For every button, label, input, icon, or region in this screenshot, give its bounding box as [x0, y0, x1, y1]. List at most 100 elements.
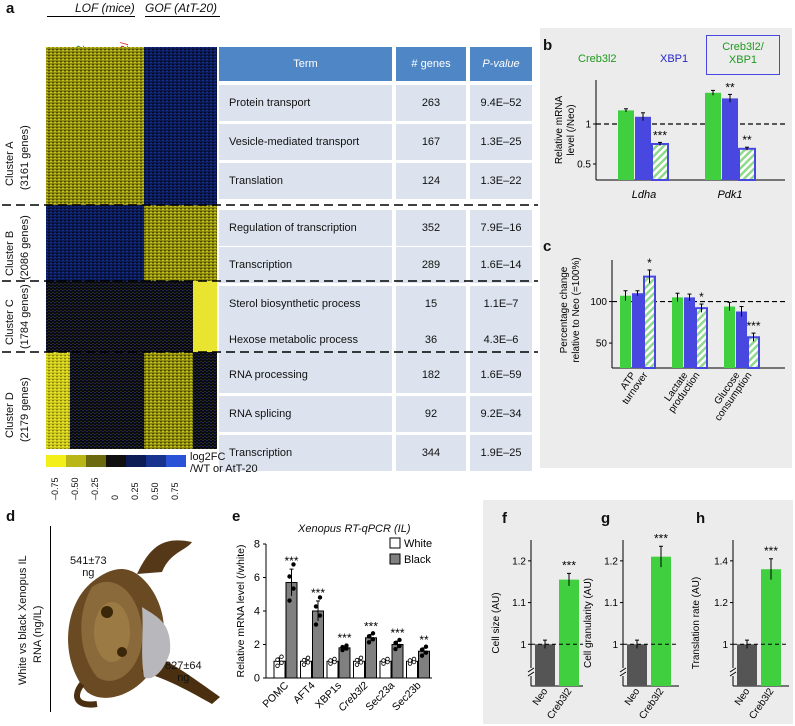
x-category-label: Creb3l2 [637, 686, 666, 721]
data-point [279, 654, 284, 659]
y-tick-label: 1.1 [512, 598, 526, 609]
bar [738, 147, 756, 182]
significance-marker: *** [364, 619, 378, 633]
bar [761, 569, 781, 686]
colorbar-tick-label: –0.50 [70, 477, 80, 500]
table-cell-pvalue: 1.6E–59 [470, 357, 532, 393]
significance-marker: *** [284, 554, 298, 568]
data-point [313, 622, 319, 627]
x-category-label: POMC [260, 679, 291, 710]
heatmap-block-a-gof [144, 47, 217, 205]
data-point [313, 604, 319, 609]
colorbar-swatch [46, 455, 66, 467]
table-cell-genes: 352 [396, 210, 466, 246]
y-tick-label: 1 [585, 120, 591, 131]
legend-b-xbp1: XBP1 [660, 53, 689, 65]
colorbar-swatch [66, 455, 86, 467]
bar [724, 306, 735, 368]
colorbar-swatch [166, 455, 186, 467]
bar [737, 644, 757, 686]
y-tick-label: 0.5 [577, 160, 591, 171]
bar [535, 644, 555, 686]
table-cell-genes: 124 [396, 163, 466, 199]
table-cell-term: Protein transport [219, 85, 392, 121]
y-tick-label: 1 [612, 640, 618, 651]
gof-header: GOF (AtT-20) [145, 1, 218, 15]
data-point [301, 662, 307, 667]
bar [632, 293, 643, 368]
colorbar-label: log2FC /WT or AtT-20 [190, 451, 258, 475]
panel-d-axis-line [50, 526, 51, 712]
table-cell-genes: 15 [396, 286, 466, 322]
lof-bracket [47, 16, 135, 17]
table-cell-term: Transcription [219, 247, 392, 283]
table-cell-genes: 182 [396, 357, 466, 393]
panel-f-label: f [502, 510, 507, 527]
bar [684, 297, 695, 368]
data-point [291, 586, 296, 591]
legend-swatch-black [389, 553, 401, 565]
bar [618, 110, 634, 180]
x-category-label: Sec23b [390, 680, 424, 714]
colorbar-tick-label: 0.75 [170, 482, 180, 500]
panel-e-label: e [232, 508, 241, 525]
significance-marker: *** [653, 128, 667, 142]
cluster-separators [2, 204, 538, 353]
y-axis-label: Translation rate (AU) [691, 577, 702, 669]
panel-d-ylabel-2: RNA (ng/IL) [32, 605, 44, 663]
xenopus-photo [52, 512, 224, 712]
y-tick-label: 4 [254, 606, 260, 618]
significance-marker: ** [419, 633, 429, 647]
y-tick-label: 6 [254, 572, 260, 584]
white-rna-value: 541±73 ng [70, 555, 107, 579]
table-header-term: Term [219, 47, 392, 81]
table-cell-term: Translation [219, 163, 392, 199]
data-point [354, 662, 360, 667]
bar [365, 637, 377, 679]
axis-break [729, 667, 737, 673]
heatmap-block-d-tpit [46, 352, 70, 449]
heatmap-block-d-lof [70, 352, 144, 449]
bar [635, 116, 651, 180]
data-point [305, 655, 311, 661]
bar [285, 582, 298, 679]
chart-e-title: Xenopus RT-qPCR (IL) [298, 523, 411, 535]
bar [736, 311, 747, 368]
y-tick-label: 1.2 [512, 556, 526, 567]
expression-heatmap [46, 47, 217, 449]
data-point [407, 658, 413, 663]
bar [695, 307, 708, 369]
axis-break [619, 667, 627, 673]
panel-fgh-background [483, 500, 793, 724]
table-cell-pvalue: 1.6E–14 [470, 247, 532, 283]
y-tick-label: 50 [596, 339, 608, 350]
y-tick-label: 1.4 [714, 556, 728, 567]
colorbar-tick-label: –0.75 [50, 477, 60, 500]
data-point [279, 660, 284, 665]
heatmap-block-d-double [193, 352, 217, 449]
data-point [393, 646, 398, 652]
data-point [354, 657, 360, 663]
bar [559, 579, 579, 686]
significance-marker: *** [562, 558, 576, 572]
data-point [423, 644, 429, 649]
y-axis-label-line: Percentage change [559, 266, 570, 353]
table-header-pvalue: P-value [470, 47, 532, 81]
table-cell-term: RNA processing [219, 357, 392, 393]
significance-marker: ** [725, 80, 735, 94]
table-cell-genes: 344 [396, 435, 466, 471]
x-category-label: Creb3l2 [545, 686, 574, 721]
table-cell-pvalue: 9.2E–34 [470, 396, 532, 432]
black-rna-value: 827±64 ng [165, 660, 202, 684]
panel-h-label: h [696, 510, 706, 527]
legend-label-black: Black [404, 554, 431, 566]
y-tick-label: 100 [590, 297, 607, 308]
table-cell-term: Regulation of transcription [219, 210, 392, 246]
data-point [328, 658, 333, 663]
data-point [366, 634, 372, 639]
x-category-label: Ldha [632, 189, 656, 201]
data-point [301, 657, 307, 663]
significance-marker: *** [311, 586, 325, 600]
table-cell-pvalue: 9.4E–52 [470, 85, 532, 121]
